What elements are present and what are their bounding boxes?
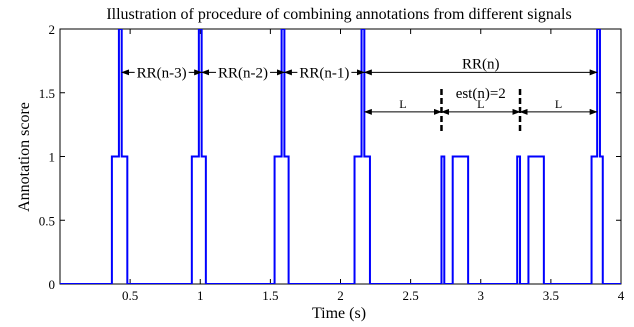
- chart-title: Illustration of procedure of combining a…: [106, 6, 571, 23]
- rr-label-bg: [134, 65, 189, 82]
- l-label: L: [477, 97, 484, 111]
- y-tick-label: 0: [49, 277, 56, 292]
- x-tick-label: 1: [197, 288, 204, 303]
- y-tick-label: 0.5: [39, 213, 55, 228]
- x-tick-label: 3: [478, 288, 485, 303]
- y-tick-label: 1: [49, 150, 56, 165]
- x-tick-label: 4: [618, 288, 625, 303]
- y-tick-label: 2: [49, 22, 56, 37]
- rr-label: RR(n-2): [218, 65, 268, 81]
- rr-label-bg: [216, 65, 271, 82]
- rr-label-bg: [297, 65, 352, 82]
- x-tick-label: 2.5: [403, 288, 419, 303]
- l-label: L: [555, 97, 562, 111]
- x-tick-label: 2: [337, 288, 344, 303]
- y-axis-label: Annotation score: [16, 102, 33, 212]
- estimate-label: est(n)=2: [456, 86, 506, 102]
- x-tick-label: 1.5: [262, 288, 278, 303]
- rr-label: RR(n-3): [137, 65, 187, 81]
- series-line: [60, 29, 621, 284]
- x-axis-label: Time (s): [312, 305, 366, 322]
- y-tick-label: 1.5: [39, 86, 55, 101]
- plot-area: 0.5 1 1.5 2 2.5 3 3.5 4 0 0.5 1 1.5 2 RR(n-3) RR(n-2)…: [39, 22, 625, 303]
- rr-label: RR(n): [462, 56, 500, 72]
- l-label: L: [399, 97, 406, 111]
- rr-label: RR(n-1): [299, 65, 349, 81]
- tick-group: 0.5 1 1.5 2 2.5 3 3.5 4 0 0.5 1 1.5 2: [39, 22, 625, 303]
- x-tick-label: 0.5: [122, 288, 138, 303]
- series-group: [60, 29, 621, 284]
- x-tick-label: 3.5: [543, 288, 559, 303]
